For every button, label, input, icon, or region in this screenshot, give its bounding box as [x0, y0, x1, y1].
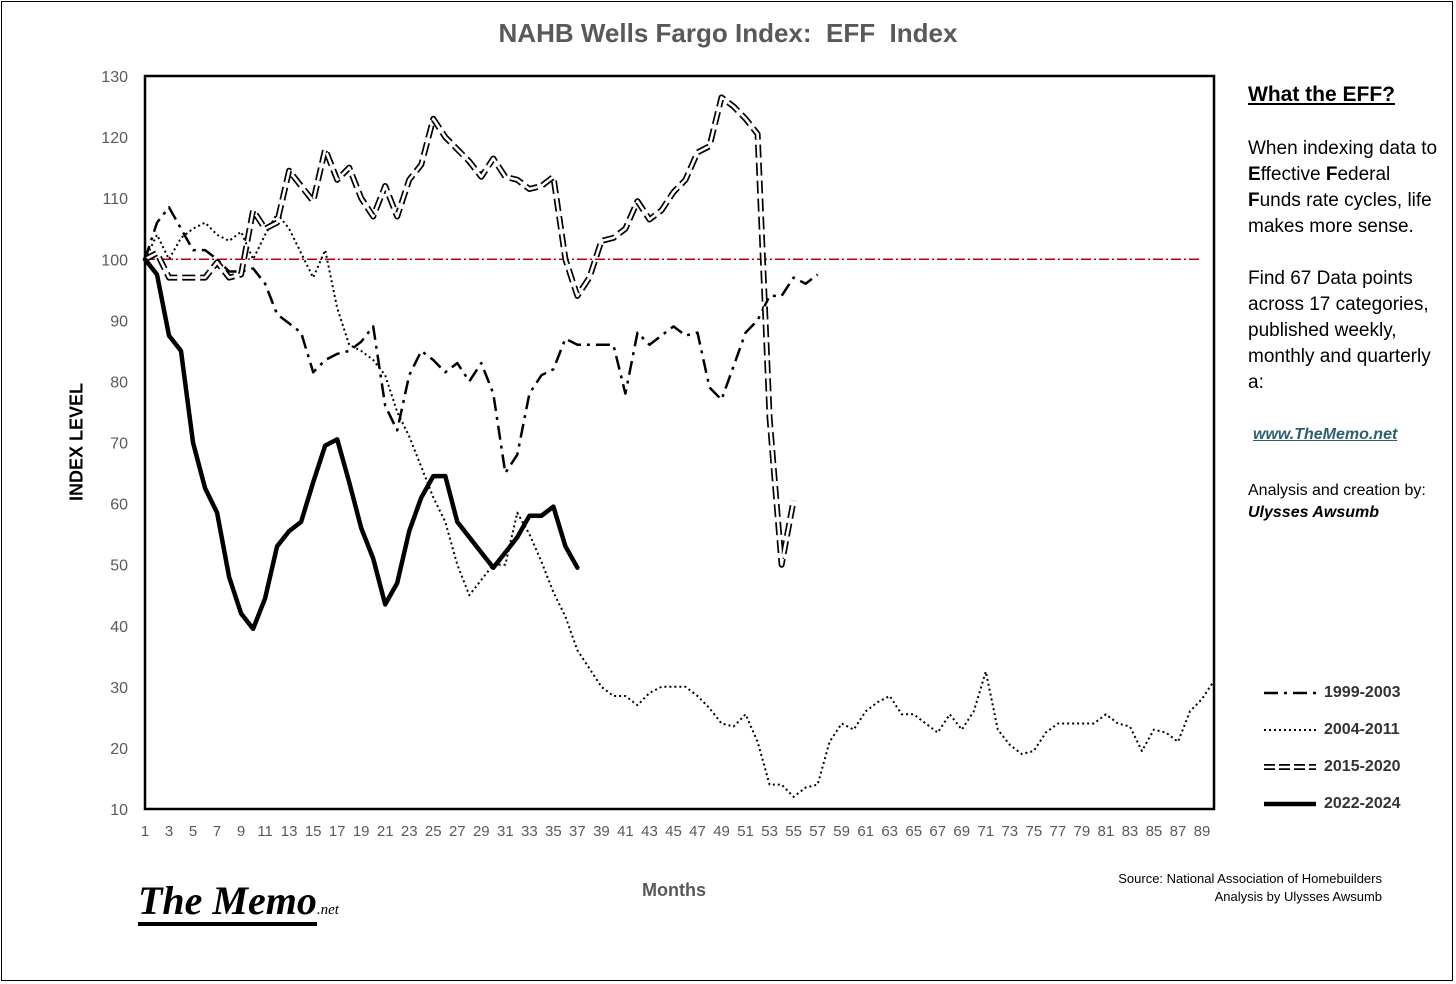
x-tick-label: 37 — [569, 823, 586, 840]
x-tick-label: 31 — [497, 823, 514, 840]
x-tick-label: 15 — [305, 823, 322, 840]
y-tick-label: 90 — [110, 313, 128, 330]
x-tick-label: 75 — [1025, 823, 1042, 840]
x-tick-label: 81 — [1098, 823, 1115, 840]
logo-suffix-text: .net — [316, 902, 339, 918]
author-name: Ulysses Awsumb — [1248, 504, 1380, 521]
x-axis-label: Months — [642, 880, 706, 900]
x-tick-label: 71 — [977, 823, 994, 840]
y-tick-label: 80 — [110, 374, 128, 391]
x-tick-label: 73 — [1001, 823, 1018, 840]
x-tick-label: 11 — [257, 823, 273, 840]
legend-swatch — [1264, 802, 1316, 807]
x-tick-label: 43 — [641, 823, 658, 840]
x-tick-label: 65 — [905, 823, 922, 840]
y-tick-label: 40 — [110, 619, 128, 636]
series-line-2022-2024 — [142, 257, 580, 632]
x-tick-label: 49 — [713, 823, 730, 840]
y-tick-label: 130 — [101, 69, 128, 86]
legend-label: 2022-2024 — [1324, 795, 1401, 813]
x-tick-label: 5 — [189, 823, 197, 840]
x-tick-label: 89 — [1194, 823, 1211, 840]
x-tick-label: 51 — [737, 823, 754, 840]
y-tick-label: 50 — [110, 558, 128, 575]
x-tick-label: 19 — [353, 823, 370, 840]
x-tick-label: 41 — [617, 823, 634, 840]
x-tick-label: 77 — [1050, 823, 1067, 840]
legend-item: 1999-2003 — [1262, 680, 1401, 705]
analysis-line: Analysis by Ulysses Awsumb — [1214, 889, 1382, 904]
x-tick-label: 17 — [329, 823, 346, 840]
x-tick-label: 59 — [833, 823, 850, 840]
y-tick-label: 100 — [101, 252, 128, 269]
side-paragraph-data: Find 67 Data points across 17 categories… — [1248, 268, 1431, 393]
legend-label: 2004-2011 — [1324, 720, 1400, 738]
series-line-2015-2020-inner — [144, 96, 795, 567]
x-tick-label: 35 — [545, 823, 562, 840]
x-tick-label: 1 — [141, 823, 149, 840]
x-tick-label: 85 — [1146, 823, 1163, 840]
the-memo-logo: The Memo.net — [138, 880, 339, 926]
y-tick-label: 70 — [110, 436, 128, 453]
x-tick-label: 21 — [377, 823, 394, 840]
x-tick-label: 7 — [213, 823, 221, 840]
series-line-1999-2003 — [143, 206, 819, 475]
series-line-2015-2020 — [143, 94, 797, 568]
legend-item: 2004-2011 — [1262, 717, 1401, 742]
y-tick-label: 30 — [110, 680, 128, 697]
x-tick-label: 45 — [665, 823, 682, 840]
x-tick-label: 33 — [521, 823, 538, 840]
x-tick-label: 25 — [425, 823, 442, 840]
y-axis-label: INDEX LEVEL — [66, 382, 87, 502]
x-tick-label: 83 — [1122, 823, 1139, 840]
x-tick-label: 79 — [1074, 823, 1091, 840]
credit-text: Analysis and creation by: — [1248, 482, 1426, 499]
logo-main-text: The Memo — [138, 880, 317, 926]
legend-label: 1999-2003 — [1324, 683, 1401, 701]
series-line-2004-2011 — [144, 212, 1215, 798]
y-tick-label: 20 — [110, 741, 128, 758]
x-tick-label: 55 — [785, 823, 802, 840]
source-note: Source: National Association of Homebuil… — [1118, 870, 1382, 906]
source-line: Source: National Association of Homebuil… — [1118, 871, 1382, 886]
legend: 1999-2003 2004-2011 2015-2020 2022-2024 — [1262, 680, 1401, 829]
x-tick-label: 27 — [449, 823, 466, 840]
x-tick-label: 63 — [881, 823, 898, 840]
legend-item: 2015-2020 — [1262, 755, 1401, 780]
x-tick-label: 69 — [953, 823, 970, 840]
legend-swatch — [1264, 764, 1316, 771]
side-heading: What the EFF? — [1248, 83, 1395, 106]
x-tick-label: 29 — [473, 823, 490, 840]
x-tick-label: 39 — [593, 823, 610, 840]
y-tick-label: 110 — [102, 191, 128, 208]
website-link[interactable]: www.TheMemo.net — [1253, 426, 1398, 443]
legend-item: 2022-2024 — [1262, 792, 1401, 817]
x-tick-label: 13 — [281, 823, 298, 840]
legend-label: 2015-2020 — [1324, 758, 1401, 776]
x-tick-label: 53 — [761, 823, 778, 840]
x-tick-label: 67 — [929, 823, 946, 840]
y-tick-label: 10 — [110, 802, 128, 819]
legend-swatch — [1264, 728, 1316, 731]
x-tick-label: 3 — [165, 823, 173, 840]
x-tick-label: 87 — [1170, 823, 1187, 840]
x-tick-label: 47 — [689, 823, 706, 840]
y-tick-label: 120 — [101, 130, 128, 147]
legend-swatch — [1264, 691, 1316, 694]
x-tick-label: 23 — [401, 823, 418, 840]
x-tick-label: 57 — [809, 823, 826, 840]
x-tick-label: 61 — [857, 823, 874, 840]
plot-area — [143, 74, 1216, 811]
y-tick-label: 60 — [110, 497, 128, 514]
side-paragraph-eff: When indexing data to Effective Federal … — [1248, 138, 1438, 237]
side-panel: What the EFF? When indexing data to Effe… — [1248, 82, 1448, 524]
side-credit: Analysis and creation by: Ulysses Awsumb — [1248, 480, 1448, 524]
chart-title: NAHB Wells Fargo Index: EFF Index — [498, 18, 958, 48]
x-tick-label: 9 — [237, 823, 245, 840]
